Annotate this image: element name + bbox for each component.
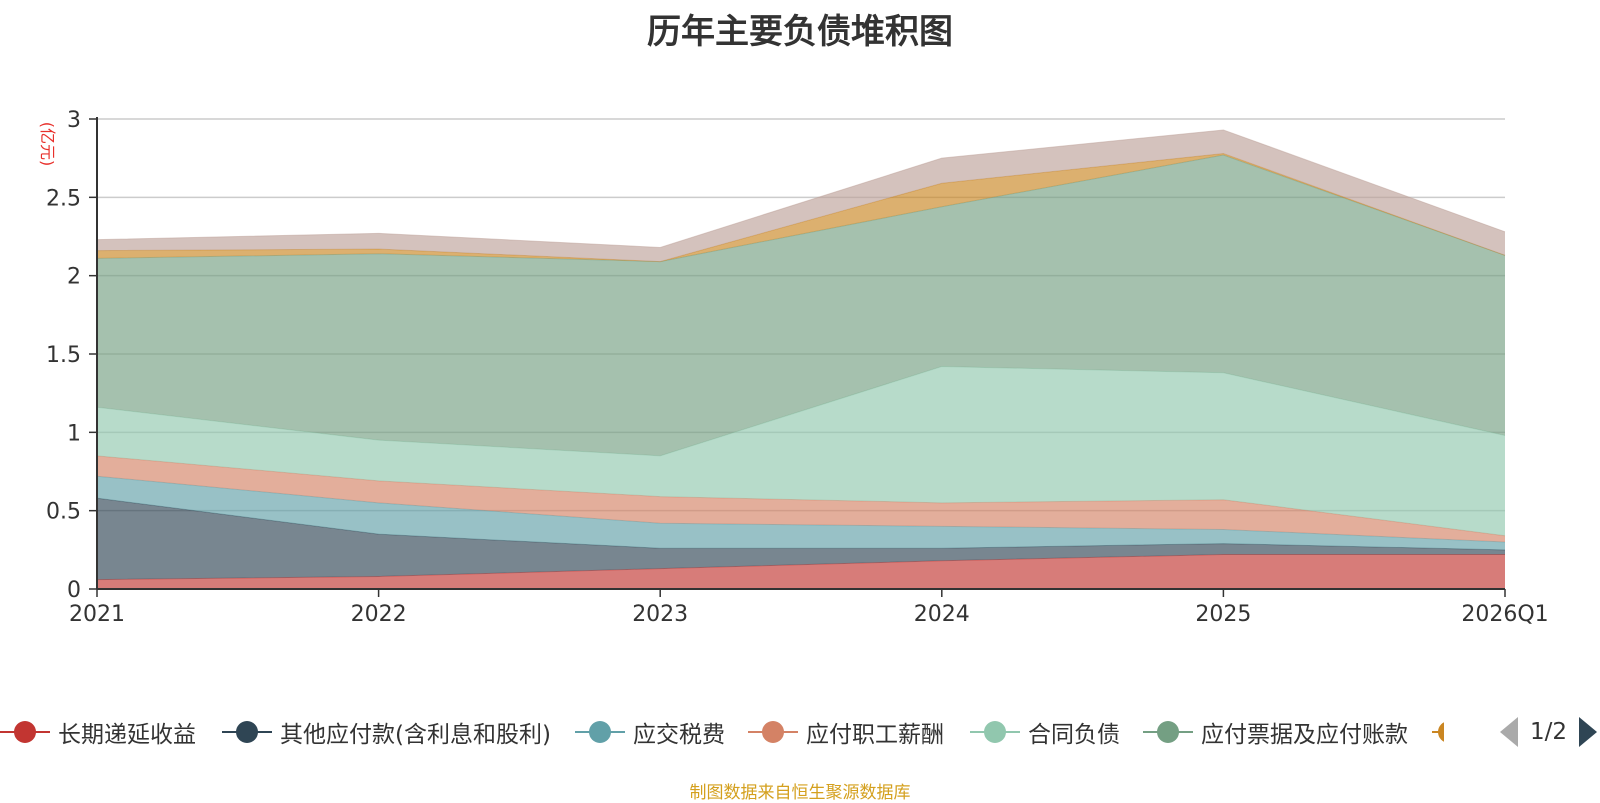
x-tick-label: 2022 [351,602,407,627]
legend-item[interactable]: 长期递延收益 [0,712,196,752]
area-series [97,129,1505,262]
y-tick-label: 0.5 [46,500,81,525]
legend-item[interactable]: 应付票据及应付账款 [1143,712,1408,752]
area-series [97,455,1505,542]
legend-label: 其他应付款(含利息和股利) [280,722,551,748]
x-tick-label: 2025 [1195,602,1251,627]
legend-marker-icon [1143,712,1193,752]
legend-page-indicator: 1/2 [1530,719,1568,745]
legend-item[interactable]: 应交税费 [575,712,725,752]
area-series [97,155,1505,456]
y-tick-label: 3 [67,108,81,133]
y-tick-label: 1.5 [46,343,81,368]
legend-prev-page-icon[interactable] [1500,717,1518,747]
legend-marker-icon [0,712,50,752]
legend-label: 合同负债 [1028,722,1120,748]
series-line [96,129,1506,248]
legend-marker-icon [575,712,625,752]
y-tick-label: 0 [67,578,81,603]
x-tick-label: 2021 [69,602,125,627]
legend-label: 应交税费 [633,722,725,748]
x-tick-label: 2026Q1 [1461,602,1548,627]
y-tick-label: 2.5 [46,186,81,211]
legend-item[interactable]: 合同负债 [970,712,1120,752]
area-series [97,366,1505,536]
area-series [97,476,1505,550]
area-series [97,498,1505,580]
legend-marker-icon [748,712,798,752]
source-note: 制图数据来自恒生聚源数据库 [689,783,911,803]
legend-next-page-icon[interactable] [1579,717,1598,747]
legend-label: 应付票据及应付账款 [1201,722,1408,748]
legend-label: 应付职工薪酬 [806,722,944,748]
legend: 长期递延收益 其他应付款(含利息和股利) 应交税费 应付职工薪酬 合同负债 应付票据及应付… [0,712,1600,752]
x-tick-label: 2023 [632,602,688,627]
legend-item[interactable]: 应付职工薪酬 [748,712,944,752]
legend-partial-marker-icon [1432,720,1444,744]
legend-item[interactable]: 其他应付款(含利息和股利) [222,712,551,752]
x-tick-label: 2024 [914,602,970,627]
chart-title: 历年主要负债堆积图 [647,12,953,52]
series-line [96,497,1506,551]
y-tick-label: 2 [67,265,81,290]
y-tick-label: 1 [67,421,81,446]
legend-marker-icon [970,712,1020,752]
legend-pager: 1/2 [1500,712,1598,752]
legend-label: 长期递延收益 [58,722,196,748]
legend-marker-icon [222,712,272,752]
area-series [97,554,1505,589]
area-series [97,153,1505,262]
y-axis-unit-label: (亿元) [38,122,57,167]
